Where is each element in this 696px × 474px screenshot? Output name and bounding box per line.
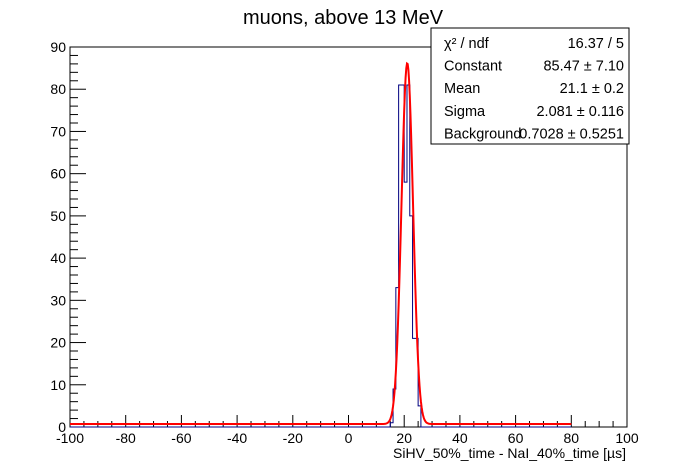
y-tick-label: 20 (50, 335, 66, 351)
x-tick-label: 80 (564, 430, 580, 446)
stats-row-value: 2.081 ± 0.116 (536, 104, 624, 120)
stats-row-value: 21.1 ± 0.2 (560, 81, 624, 97)
stats-row-label: Constant (444, 59, 502, 75)
y-tick-label: 10 (50, 377, 66, 393)
x-axis-label: SiHV_50%_time - NaI_40%_time [µs] (393, 445, 626, 461)
x-tick-label: -60 (171, 430, 191, 446)
x-tick-label: -100 (56, 430, 84, 446)
fit-curve (70, 61, 572, 426)
y-tick-label: 30 (50, 292, 66, 308)
x-tick-label: 60 (508, 430, 524, 446)
x-tick-label: 40 (452, 430, 468, 446)
x-tick-label: -80 (116, 430, 136, 446)
x-axis: -100 -80 -60 -40 -20 0 20 40 60 80 100 (56, 415, 639, 446)
y-tick-label: 50 (50, 208, 66, 224)
x-tick-label: -40 (227, 430, 247, 446)
stats-row-label: Background (444, 126, 521, 142)
y-axis: 0 10 20 30 40 50 60 70 80 90 (50, 39, 86, 435)
stats-row-label: Sigma (444, 104, 486, 120)
stats-row-value: 16.37 / 5 (568, 36, 624, 52)
y-tick-label: 90 (50, 39, 66, 55)
x-tick-label: -20 (283, 430, 303, 446)
x-tick-label: 0 (345, 430, 353, 446)
stats-row-value: 85.47 ± 7.10 (543, 59, 624, 75)
stats-row-label: Mean (444, 81, 480, 97)
chart-title: muons, above 13 MeV (243, 7, 444, 29)
y-tick-label: 40 (50, 250, 66, 266)
x-tick-label: 100 (615, 430, 639, 446)
histogram-bin (413, 338, 416, 427)
y-tick-label: 0 (58, 419, 66, 435)
x-tick-label: 20 (396, 430, 412, 446)
stats-row-label: χ² / ndf (444, 36, 490, 52)
stats-row-value: 0.7028 ± 0.5251 (519, 126, 624, 142)
stats-box: χ² / ndf 16.37 / 5 Constant 85.47 ± 7.10 Mea… (430, 27, 630, 145)
stats-box-frame (430, 27, 630, 145)
histogram-bin (404, 182, 407, 427)
y-tick-label: 70 (50, 123, 66, 139)
y-tick-label: 80 (50, 81, 66, 97)
y-tick-label: 60 (50, 166, 66, 182)
